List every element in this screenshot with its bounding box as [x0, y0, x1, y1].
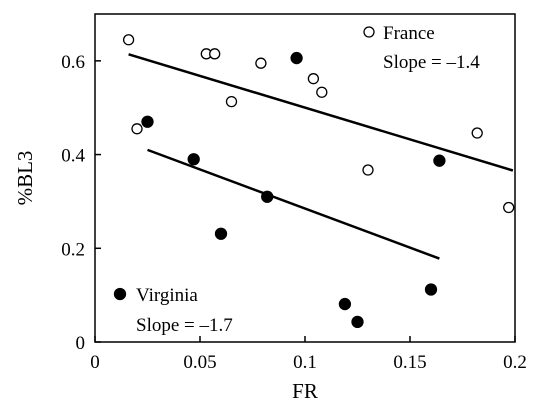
fit-line-france — [128, 53, 514, 172]
point-virginia — [351, 315, 364, 329]
fit-lines — [128, 53, 514, 260]
point-france — [122, 34, 135, 46]
legend-marker-france — [363, 26, 375, 38]
y-tick-label: 0.6 — [61, 52, 85, 73]
legend-label-virginia: Virginia — [136, 285, 198, 306]
data-points — [122, 34, 515, 329]
x-axis-title: FR — [292, 379, 318, 403]
y-tick-label: 0 — [76, 333, 86, 354]
point-france — [255, 57, 267, 69]
legend-label-france: France — [383, 23, 435, 44]
point-france — [209, 48, 221, 60]
point-france — [131, 123, 143, 135]
x-tick-label: 0.05 — [183, 352, 216, 373]
point-france — [307, 73, 320, 85]
point-virginia — [338, 297, 352, 311]
y-axis-title: %BL3 — [13, 151, 37, 206]
point-virginia — [261, 190, 274, 203]
x-tick-label: 0 — [90, 352, 100, 373]
x-tick-label: 0.15 — [393, 352, 426, 373]
slope-label-france: Slope = –1.4 — [383, 52, 480, 73]
x-axis-ticks: 0 0.05 0.1 0.15 0.2 — [90, 336, 527, 373]
point-virginia — [141, 115, 154, 128]
x-tick-label: 0.2 — [503, 352, 527, 373]
point-virginia — [187, 153, 200, 166]
y-tick-label: 0.2 — [61, 239, 85, 260]
x-tick-label: 0.1 — [293, 352, 317, 373]
y-tick-label: 0.4 — [61, 146, 85, 167]
legend: France Slope = –1.4 Virginia Slope = –1.7 — [113, 23, 480, 336]
point-france — [471, 127, 483, 139]
point-virginia — [424, 283, 438, 296]
legend-marker-virginia — [113, 287, 127, 301]
point-france — [503, 201, 515, 214]
point-france — [316, 86, 328, 98]
point-virginia — [433, 154, 446, 167]
y-axis-ticks: 0 0.2 0.4 0.6 — [61, 52, 101, 354]
point-virginia — [290, 51, 303, 65]
slope-label-virginia: Slope = –1.7 — [136, 315, 233, 336]
point-virginia — [214, 227, 228, 240]
fit-line-virginia — [147, 148, 440, 260]
point-france — [225, 95, 238, 108]
point-france — [362, 164, 374, 176]
